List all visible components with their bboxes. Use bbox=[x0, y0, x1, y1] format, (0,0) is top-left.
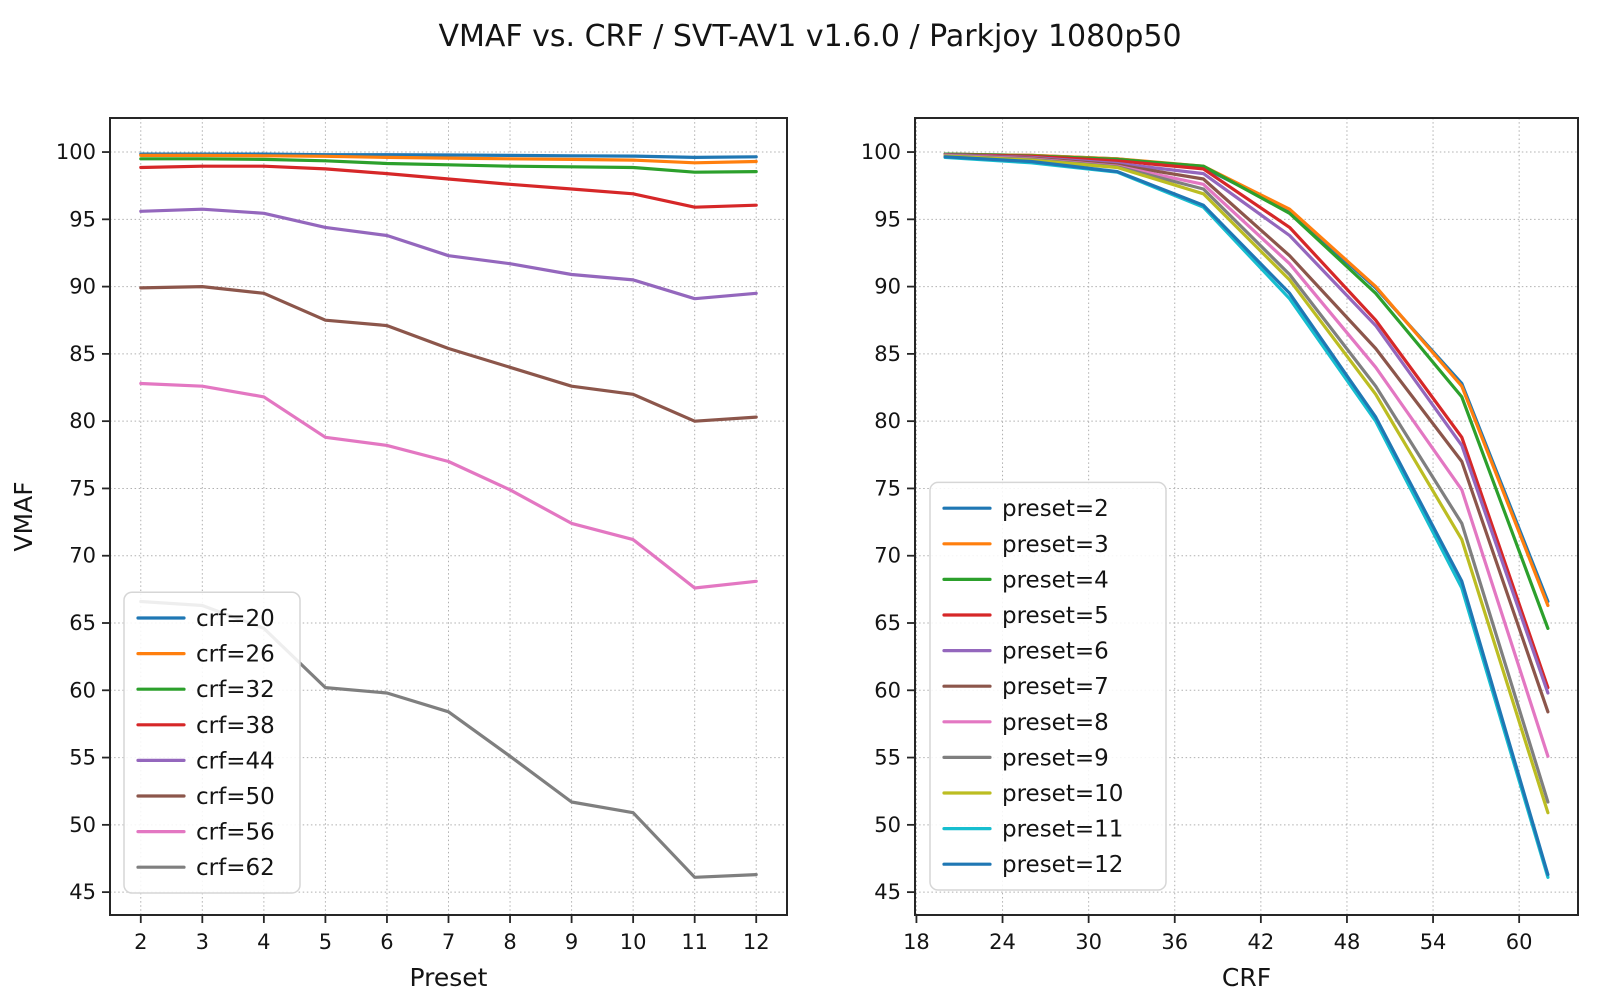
y-tick-label: 80 bbox=[69, 409, 96, 433]
y-tick-label: 85 bbox=[69, 342, 96, 366]
legend-label-crf=50: crf=50 bbox=[196, 784, 275, 810]
series-line-crf=38 bbox=[139, 164, 758, 209]
y-tick-label: 85 bbox=[874, 342, 901, 366]
x-tick-label: 2 bbox=[134, 930, 147, 954]
legend-label-preset=3: preset=3 bbox=[1002, 532, 1109, 558]
legend-label-crf=44: crf=44 bbox=[196, 748, 275, 774]
x-tick-label: 12 bbox=[743, 930, 770, 954]
x-tick-label: 3 bbox=[196, 930, 209, 954]
legend-label-crf=56: crf=56 bbox=[196, 820, 275, 846]
x-tick-label: 36 bbox=[1161, 930, 1188, 954]
legend-label-crf=38: crf=38 bbox=[196, 713, 275, 739]
y-tick-label: 60 bbox=[69, 678, 96, 702]
y-tick-label: 50 bbox=[874, 813, 901, 837]
y-tick-label: 65 bbox=[874, 611, 901, 635]
legend-label-preset=9: preset=9 bbox=[1002, 745, 1109, 771]
x-axis-label: CRF bbox=[1222, 963, 1271, 992]
legend-label-crf=26: crf=26 bbox=[196, 642, 275, 668]
series-line-crf=26 bbox=[139, 153, 758, 165]
legend-label-preset=11: preset=11 bbox=[1002, 817, 1123, 843]
legend-label-preset=5: preset=5 bbox=[1002, 603, 1109, 629]
y-tick-label: 50 bbox=[69, 813, 96, 837]
series-line-crf=44 bbox=[139, 207, 758, 301]
legend-label-preset=4: preset=4 bbox=[1002, 567, 1109, 593]
y-tick-label: 100 bbox=[861, 140, 901, 164]
y-tick-label: 60 bbox=[874, 678, 901, 702]
x-tick-label: 54 bbox=[1420, 930, 1447, 954]
y-tick-label: 80 bbox=[874, 409, 901, 433]
legend: preset=2 preset=3 preset=4 preset=5 preset=6… bbox=[929, 481, 1167, 891]
y-tick-label: 55 bbox=[874, 746, 901, 770]
y-tick-label: 90 bbox=[874, 275, 901, 299]
figure-title: VMAF vs. CRF / SVT-AV1 v1.6.0 / Parkjoy … bbox=[438, 19, 1181, 54]
y-tick-label: 45 bbox=[69, 880, 96, 904]
legend-label-preset=10: preset=10 bbox=[1002, 781, 1123, 807]
x-tick-label: 9 bbox=[565, 930, 578, 954]
legend-label-preset=8: preset=8 bbox=[1002, 710, 1109, 736]
legend-box bbox=[123, 591, 301, 894]
x-tick-label: 42 bbox=[1247, 930, 1274, 954]
series-lines bbox=[943, 152, 1550, 879]
axes-ticks: 18 24 30 36 42 48 54 60 45 50 55 60 65 70 75 80 85 90 95 10… bbox=[861, 140, 1533, 954]
legend-label-preset=6: preset=6 bbox=[1002, 639, 1109, 665]
y-tick-label: 95 bbox=[874, 207, 901, 231]
legend: crf=20 crf=26 crf=32 crf=38 crf=44 crf=50 crf=… bbox=[123, 591, 301, 894]
x-tick-label: 6 bbox=[380, 930, 393, 954]
legend-box bbox=[929, 481, 1167, 891]
x-axis-label: Preset bbox=[410, 963, 488, 992]
y-tick-label: 75 bbox=[874, 476, 901, 500]
legend-label-crf=62: crf=62 bbox=[196, 855, 275, 881]
y-tick-label: 100 bbox=[56, 140, 96, 164]
left-subplot-vmaf-vs-preset: 2 3 4 5 6 7 8 9 10 11 124550556065707580859095100P… bbox=[9, 117, 788, 992]
legend-label-preset=12: preset=12 bbox=[1002, 852, 1123, 878]
legend-label-crf=32: crf=32 bbox=[196, 677, 275, 703]
y-tick-label: 90 bbox=[69, 275, 96, 299]
x-tick-label: 60 bbox=[1506, 930, 1533, 954]
y-tick-label: 75 bbox=[69, 476, 96, 500]
legend-label-preset=2: preset=2 bbox=[1002, 496, 1109, 522]
y-tick-label: 70 bbox=[69, 544, 96, 568]
x-tick-label: 30 bbox=[1075, 930, 1102, 954]
x-tick-label: 5 bbox=[319, 930, 332, 954]
x-tick-label: 11 bbox=[681, 930, 708, 954]
y-tick-label: 65 bbox=[69, 611, 96, 635]
series-line-crf=50 bbox=[139, 285, 758, 423]
series-line-preset=10 bbox=[943, 154, 1550, 815]
y-axis-label: VMAF bbox=[9, 481, 38, 551]
x-tick-label: 7 bbox=[442, 930, 455, 954]
y-tick-label: 95 bbox=[69, 207, 96, 231]
x-tick-label: 4 bbox=[257, 930, 270, 954]
series-line-crf=56 bbox=[139, 381, 758, 590]
legend-label-preset=7: preset=7 bbox=[1002, 674, 1109, 700]
series-lines bbox=[139, 152, 758, 879]
x-tick-label: 18 bbox=[903, 930, 930, 954]
x-tick-label: 24 bbox=[989, 930, 1016, 954]
axes-frame bbox=[914, 117, 1579, 916]
x-tick-label: 10 bbox=[620, 930, 647, 954]
grid bbox=[110, 118, 787, 915]
y-tick-label: 55 bbox=[69, 746, 96, 770]
legend-label-crf=20: crf=20 bbox=[196, 606, 275, 632]
series-line-crf=32 bbox=[139, 157, 758, 174]
series-line-preset=12 bbox=[943, 155, 1550, 877]
x-tick-label: 48 bbox=[1334, 930, 1361, 954]
right-subplot-vmaf-vs-crf: 18 24 30 36 42 48 54 60 45 50 55 60 65 70 75 80 85 90 95 10… bbox=[861, 117, 1579, 992]
x-tick-label: 8 bbox=[503, 930, 516, 954]
y-tick-label: 45 bbox=[874, 880, 901, 904]
y-tick-label: 70 bbox=[874, 544, 901, 568]
